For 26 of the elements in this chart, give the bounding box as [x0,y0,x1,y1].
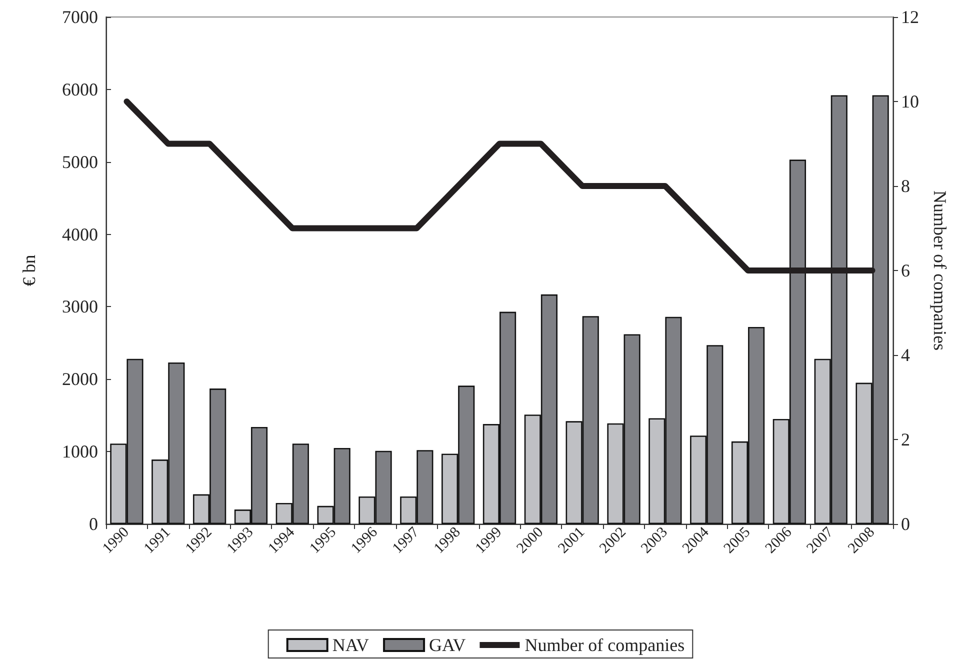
y2-tick-label: 2 [901,430,910,450]
legend-label: NAV [332,635,370,655]
x-tick-label: 1991 [141,524,174,557]
y2-tick-label: 8 [901,176,910,196]
x-tick-label: 1992 [182,524,216,557]
y2-tick-label: 10 [901,92,919,112]
y-tick-label: 3000 [62,296,98,317]
y2-tick-label: 6 [901,260,910,280]
legend-label: Number of companies [524,635,685,655]
x-tick-label: 2001 [555,524,588,557]
y-axis-title: € bn [19,254,39,286]
x-tick-label: 1999 [472,524,506,557]
y-tick-label: 6000 [62,79,98,100]
y-tick-label: 0 [89,514,98,534]
y2-tick-label: 4 [901,345,910,365]
x-tick-label: 1990 [100,524,132,557]
x-tick-label: 1993 [224,524,257,557]
y-tick-label: 2000 [62,369,98,390]
y-tick-label: 1000 [62,442,98,462]
y2-axis-title: Number of companies [930,190,950,350]
y-tick-label: 4000 [62,224,98,244]
y2-tick-label: 0 [901,514,910,534]
y-tick-label: 7000 [62,7,98,27]
legend-label: GAV [429,635,466,655]
y-tick-label: 5000 [62,152,98,172]
y2-tick-label: 12 [901,7,919,27]
